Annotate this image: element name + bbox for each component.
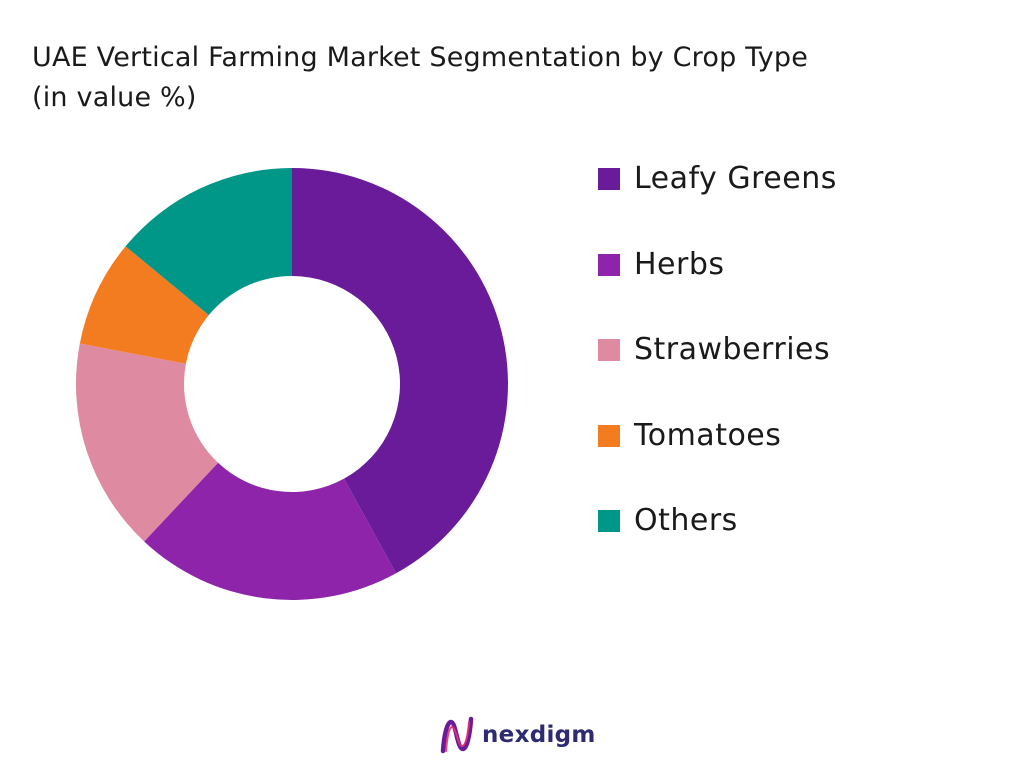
- legend-swatch: [598, 424, 620, 447]
- chart-legend: Leafy Greens Herbs Strawberries Tomatoes Oth…: [598, 158, 837, 586]
- brand-logo: nexdigm: [440, 714, 596, 756]
- donut-slice-leafy-greens: [292, 168, 508, 574]
- legend-item-herbs: Herbs: [598, 244, 837, 330]
- legend-item-strawberries: Strawberries: [598, 329, 837, 415]
- legend-label: Strawberries: [634, 332, 831, 367]
- donut-chart: [76, 168, 508, 600]
- donut-slices: [76, 168, 508, 600]
- nexdigm-logo-icon: [440, 716, 474, 754]
- legend-label: Herbs: [634, 246, 725, 282]
- chart-title: UAE Vertical Farming Market Segmentation…: [32, 38, 808, 118]
- legend-item-others: Others: [598, 500, 837, 586]
- legend-label: Others: [634, 503, 738, 538]
- chart-title-text: UAE Vertical Farming Market Segmentation…: [32, 42, 809, 73]
- donut-slice-others: [125, 168, 292, 316]
- brand-name: nexdigm: [482, 722, 596, 748]
- legend-swatch: [598, 510, 620, 532]
- legend-item-leafy-greens: Leafy Greens: [598, 158, 837, 244]
- chart-subtitle: (in value %): [32, 82, 197, 113]
- legend-item-tomatoes: Tomatoes: [598, 415, 837, 501]
- legend-label: Tomatoes: [634, 417, 782, 453]
- donut-slice-herbs: [144, 462, 397, 600]
- legend-swatch: [598, 168, 620, 190]
- donut-slice-tomatoes: [79, 246, 209, 364]
- legend-label: Leafy Greens: [634, 161, 837, 196]
- legend-swatch: [598, 253, 620, 276]
- legend-swatch: [598, 339, 620, 361]
- donut-slice-strawberries: [76, 343, 219, 542]
